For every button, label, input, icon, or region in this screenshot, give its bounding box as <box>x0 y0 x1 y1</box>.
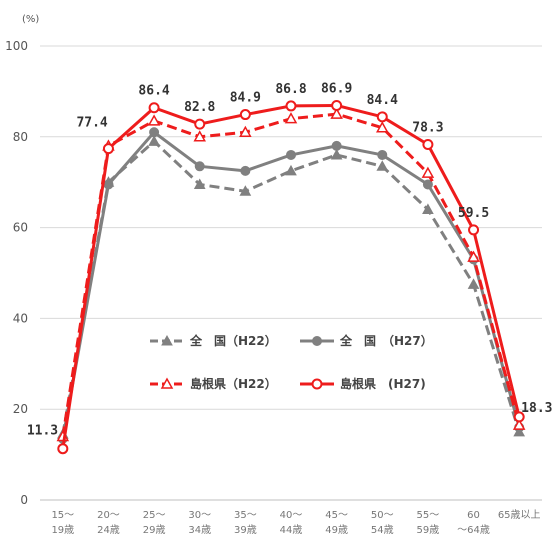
x-tick-label: ～64歳 <box>457 524 490 536</box>
data-label: 11.3 <box>27 424 58 439</box>
legend-label: 島根県 (H27) <box>340 376 426 391</box>
data-label: 86.4 <box>138 84 169 99</box>
series-line-0 <box>61 139 521 435</box>
series-3-point <box>239 109 251 121</box>
data-label: 77.4 <box>76 116 107 131</box>
series-0-point <box>239 185 252 196</box>
series-2-point <box>239 125 252 138</box>
series-0-point <box>285 164 297 176</box>
series-1-point <box>286 149 296 160</box>
series-3-point <box>331 99 343 111</box>
y-tick-label: 80 <box>13 130 28 144</box>
x-tick-label: 34歳 <box>188 524 211 536</box>
series-3-point <box>148 102 160 114</box>
x-tick-label: 19歳 <box>51 524 74 536</box>
data-label: 84.9 <box>230 91 261 106</box>
x-tick-label: 45～ <box>325 510 348 521</box>
data-label: 82.8 <box>184 100 215 115</box>
series-2-point <box>512 418 526 430</box>
legend-marker-2 <box>160 377 174 389</box>
y-axis: 0 20 40 60 80 100 <box>5 39 28 507</box>
legend-label: 全 国（H22） <box>189 333 277 348</box>
series-3-point <box>376 111 388 123</box>
series-3-point <box>57 443 69 455</box>
series-2-point <box>193 130 207 142</box>
series-0-point <box>193 178 206 189</box>
data-label: 78.3 <box>412 121 443 136</box>
x-tick-label: 60 <box>467 510 480 521</box>
series-3-point <box>513 411 525 423</box>
series-3-point <box>422 139 434 151</box>
series-3-point <box>285 100 297 112</box>
y-tick-label: 20 <box>13 402 28 416</box>
legend-marker-3 <box>311 378 323 390</box>
x-axis: 15～ 19歳 20～ 24歳 25～ 29歳 30～ 34歳 35～ 39歳 40～ 44歳 45～ 4… <box>40 499 542 536</box>
y-tick-label: 60 <box>13 221 28 235</box>
x-tick-label: 24歳 <box>97 524 120 536</box>
data-label: 59.5 <box>458 206 489 221</box>
legend-label: 島根県（H22） <box>190 376 277 391</box>
y-tick-label: 40 <box>13 311 28 325</box>
series-0-point <box>422 203 434 214</box>
series-3-point <box>102 143 114 155</box>
series-group <box>56 99 526 455</box>
x-tick-label: 35～ <box>234 510 257 521</box>
x-tick-label: 59歳 <box>417 524 440 536</box>
y-tick-label: 100 <box>5 39 28 53</box>
x-tick-label: 29歳 <box>143 524 166 536</box>
series-3-point <box>468 224 480 236</box>
series-2-point <box>375 121 389 133</box>
legend-marker-1 <box>312 336 322 346</box>
y-unit-label: (%) <box>22 14 39 25</box>
data-label: 86.9 <box>321 81 352 96</box>
series-1-point <box>194 161 205 172</box>
series-0-point <box>376 160 389 171</box>
legend-label: 全 国 （H27） <box>339 333 433 348</box>
x-tick-label: 25～ <box>143 510 166 521</box>
legend-marker-0 <box>161 334 173 346</box>
data-labels: 11.3 77.4 86.4 82.8 84.9 86.8 86.9 84.4 78.3 59.5… <box>27 81 552 438</box>
series-2-point <box>467 250 480 262</box>
series-1-point <box>422 179 433 190</box>
data-label: 18.3 <box>521 401 552 416</box>
data-label: 84.4 <box>367 93 398 108</box>
x-tick-label: 54歳 <box>371 524 394 536</box>
series-2-point <box>147 114 161 126</box>
x-tick-label: 30～ <box>188 510 211 521</box>
series-2-point <box>330 107 343 119</box>
x-tick-label: 20～ <box>97 510 120 521</box>
x-tick-label: 49歳 <box>325 524 348 536</box>
series-1-point <box>377 149 388 160</box>
x-tick-label: 39歳 <box>234 524 257 536</box>
series-2-point <box>284 112 298 124</box>
x-tick-label: 44歳 <box>280 524 303 536</box>
series-line-1 <box>61 130 521 439</box>
legend: 全 国（H22） 全 国 （H27） 島根県（H22） 島根県 (H27) <box>150 333 433 391</box>
series-0-point <box>330 148 343 160</box>
series-1-point <box>331 140 342 151</box>
series-0-point <box>467 278 480 289</box>
x-tick-label: 15～ <box>51 510 74 521</box>
series-1-point <box>149 127 160 138</box>
x-tick-label: 65歳以上 <box>498 509 541 521</box>
series-2-point <box>421 166 435 178</box>
x-tick-label: 50～ <box>371 510 394 521</box>
data-label: 86.8 <box>275 82 306 97</box>
series-3-point <box>194 118 206 130</box>
series-1-point <box>240 165 251 176</box>
series-0-point <box>148 135 160 146</box>
y-tick-label: 0 <box>20 493 28 507</box>
x-tick-label: 55～ <box>417 510 440 521</box>
series-1-point <box>103 179 114 190</box>
x-tick-label: 40～ <box>280 510 303 521</box>
